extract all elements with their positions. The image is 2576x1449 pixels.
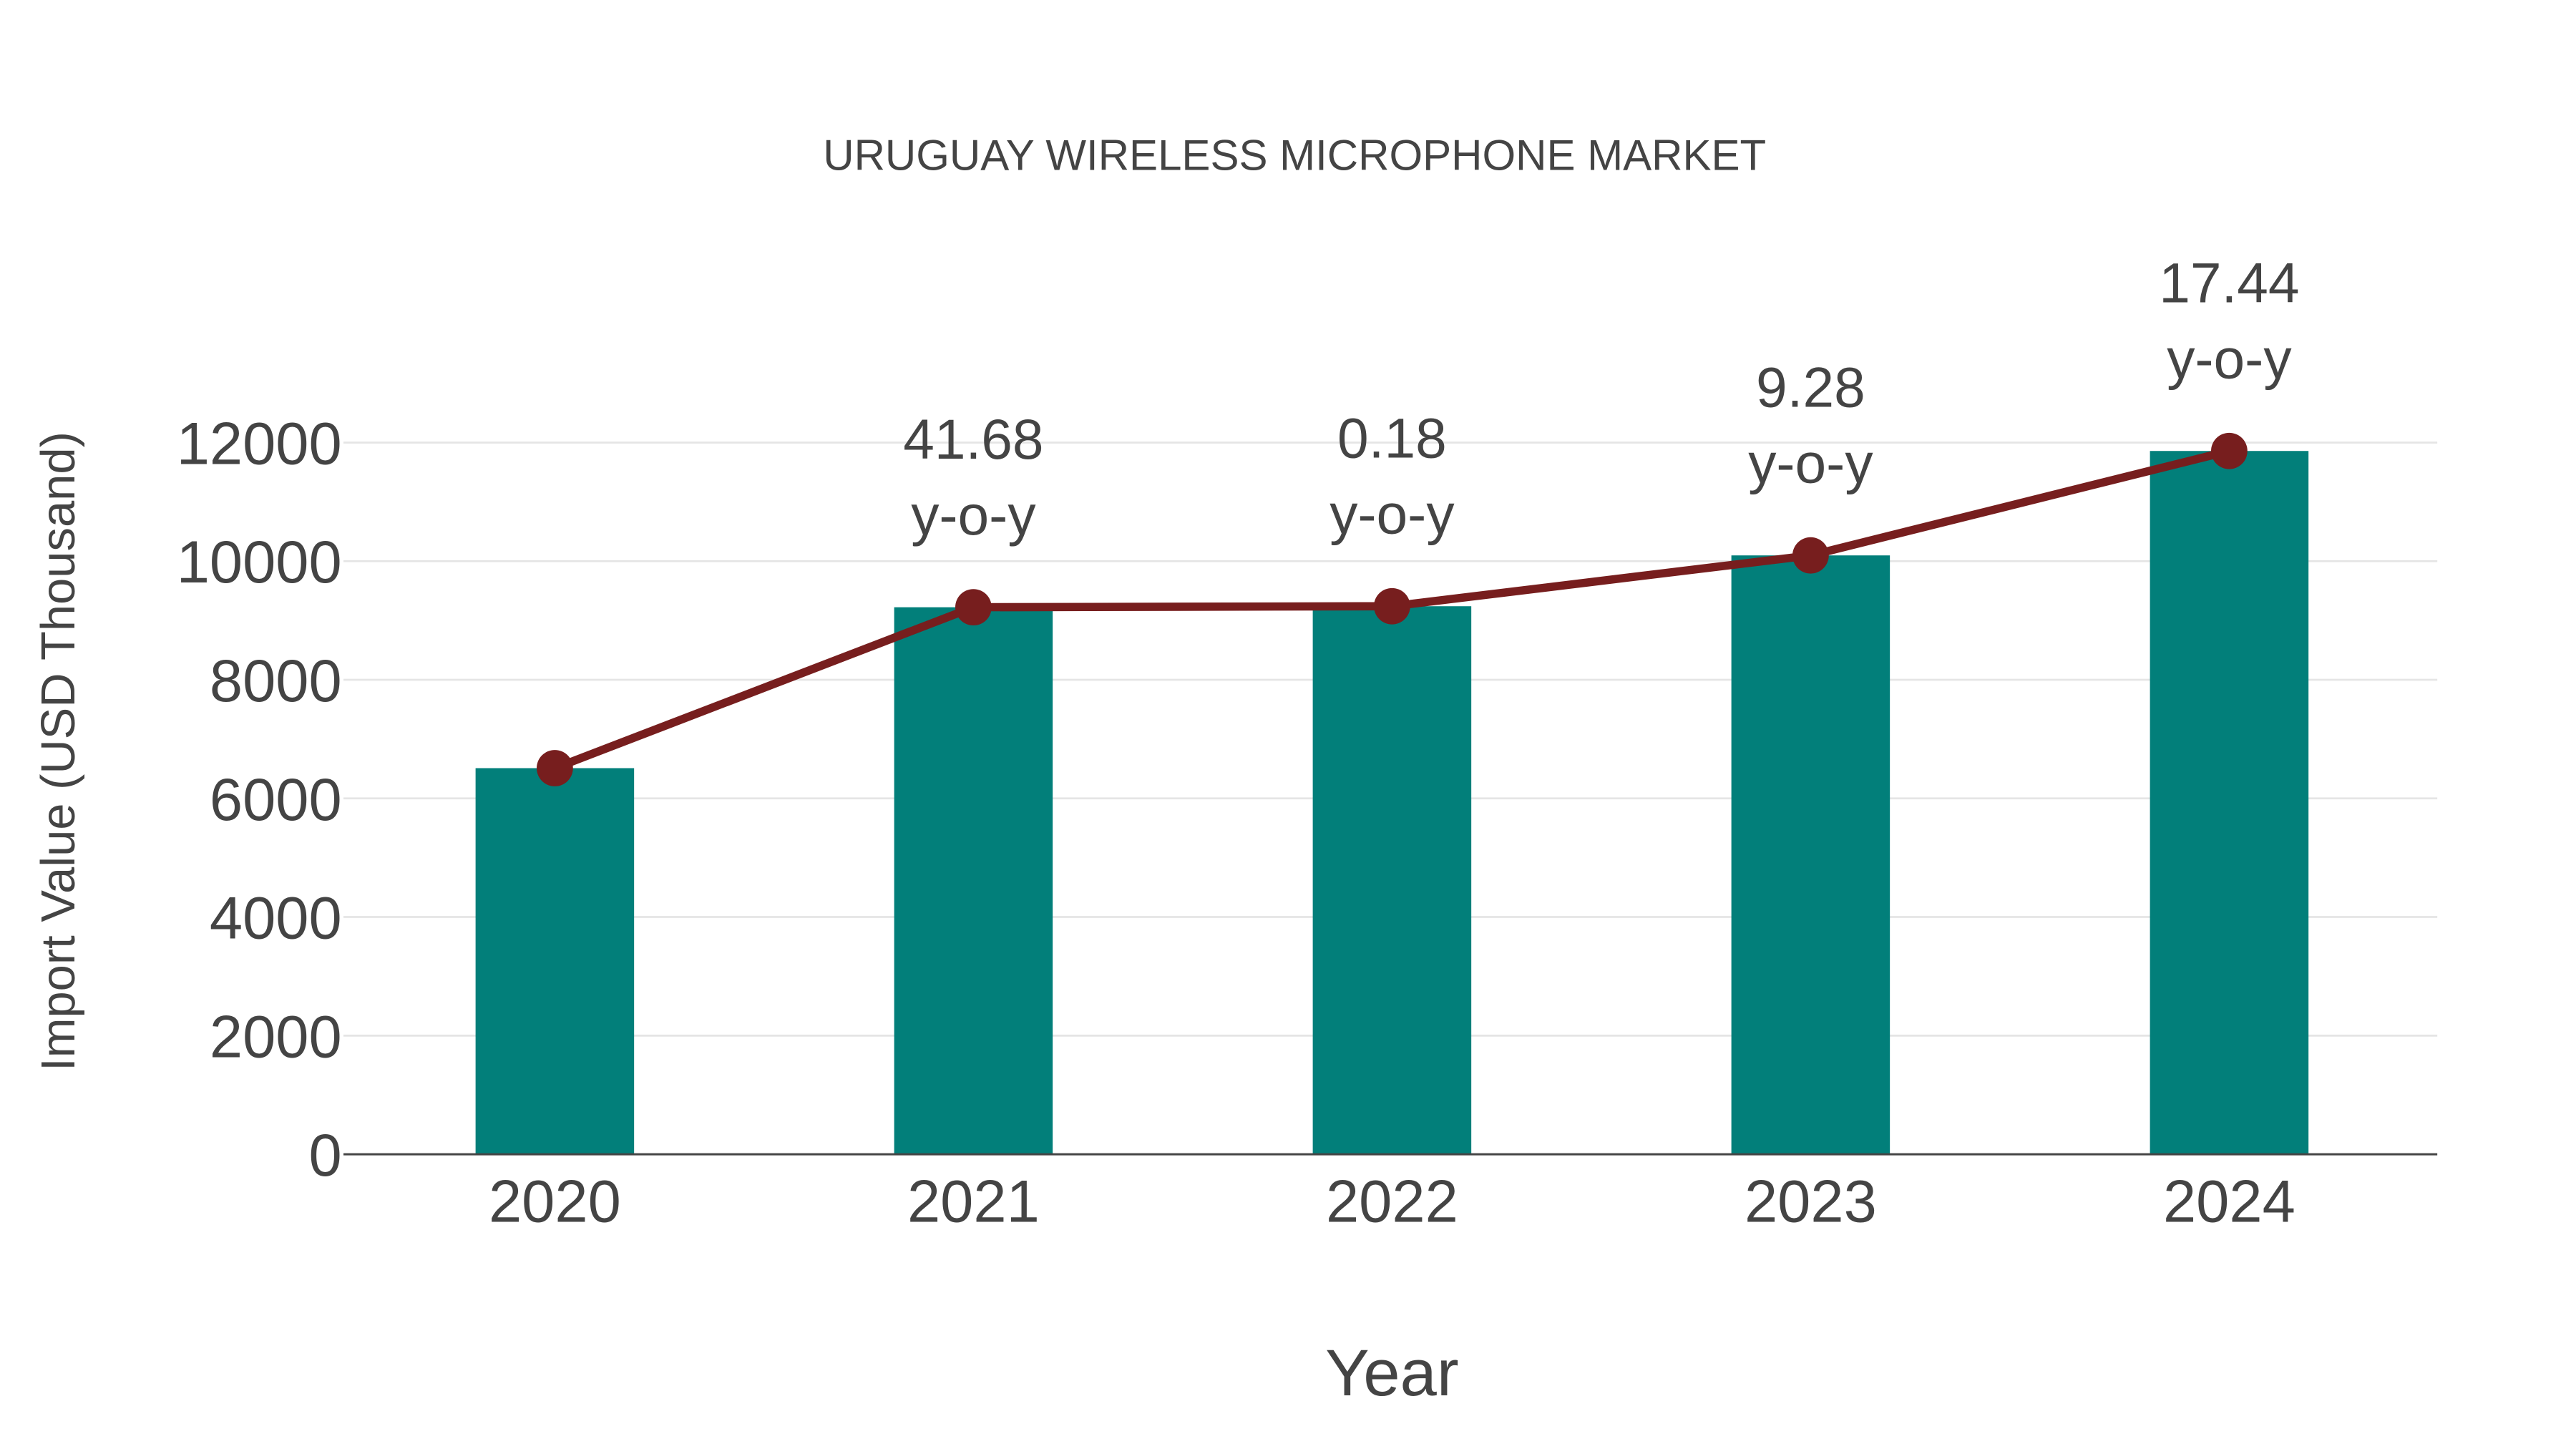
trend-point-2021 bbox=[955, 589, 992, 626]
yoy-value-label: 0.18 bbox=[1337, 407, 1447, 470]
x-tick-label: 2022 bbox=[1326, 1169, 1458, 1235]
y-tick-label: 10000 bbox=[177, 529, 342, 595]
yoy-value-label: 41.68 bbox=[903, 408, 1043, 471]
y-tick-label: 4000 bbox=[210, 885, 342, 952]
x-tick-label: 2020 bbox=[489, 1169, 621, 1235]
trend-point-2020 bbox=[537, 750, 573, 786]
x-tick-label: 2021 bbox=[907, 1169, 1040, 1235]
yoy-suffix-label: y-o-y bbox=[1330, 483, 1455, 546]
y-tick-label: 6000 bbox=[210, 766, 342, 833]
trend-point-2024 bbox=[2211, 432, 2248, 469]
chart-title: URUGUAY WIRELESS MICROPHONE MARKET bbox=[823, 132, 1766, 180]
bar-2022 bbox=[1312, 606, 1472, 1155]
yoy-value-label: 9.28 bbox=[1756, 356, 1865, 419]
x-tick-label: 2023 bbox=[1745, 1169, 1877, 1235]
x-axis-title: Year bbox=[1325, 1335, 1458, 1410]
y-tick-label: 12000 bbox=[177, 410, 342, 477]
bar-2021 bbox=[894, 607, 1053, 1155]
bar-2024 bbox=[2150, 451, 2309, 1155]
y-tick-label: 8000 bbox=[210, 648, 342, 714]
trend-point-2023 bbox=[1792, 537, 1829, 574]
yoy-suffix-label: y-o-y bbox=[2167, 328, 2292, 391]
yoy-suffix-label: y-o-y bbox=[1748, 432, 1873, 495]
bar-2023 bbox=[1731, 555, 1890, 1155]
y-tick-label: 2000 bbox=[210, 1003, 342, 1070]
trend-point-2022 bbox=[1374, 587, 1410, 625]
y-axis-title: Import Value (USD Thousand) bbox=[31, 431, 85, 1071]
y-tick-label: 0 bbox=[308, 1122, 341, 1189]
x-tick-label: 2024 bbox=[2163, 1169, 2296, 1235]
yoy-value-label: 17.44 bbox=[2159, 252, 2299, 315]
yoy-suffix-label: y-o-y bbox=[911, 484, 1036, 547]
bar-2020 bbox=[475, 768, 635, 1155]
